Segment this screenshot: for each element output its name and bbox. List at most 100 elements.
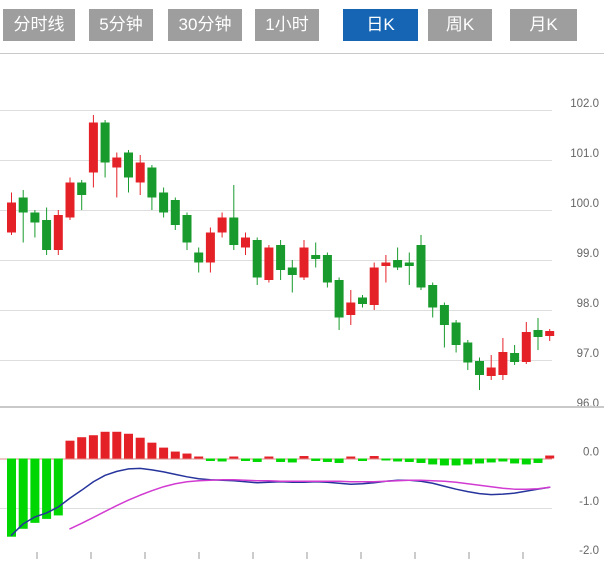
macd-hist-bar [475,458,484,464]
macd-hist-bar [182,453,192,459]
price-axis-label: 98.0 [577,298,599,310]
macd-hist-bar [393,458,403,462]
candle-body [217,217,227,233]
macd-hist-bar [88,435,98,459]
tab-5min[interactable]: 5分钟 [89,9,153,41]
macd-hist-bar [510,458,520,464]
candle-body [381,262,391,266]
candle-body [521,332,531,362]
macd-hist-bar [264,456,274,459]
candle-body [498,352,508,375]
candle-body [334,280,344,318]
macd-hist-bar [252,458,262,462]
macd-hist-bar [287,458,297,463]
macd-hist-bar [334,458,344,463]
candle-body [428,285,438,308]
candle-body [124,152,133,178]
macd-hist-bar [42,458,52,519]
candle-body [18,197,28,213]
macd-hist-bar [18,458,28,529]
candle-body [112,157,122,168]
candle-body [299,247,309,278]
macd-hist-bar [7,458,16,537]
tab-daily-k[interactable]: 日K [343,9,418,41]
macd-hist-bar [159,447,169,459]
price-axis-label: 100.0 [570,198,599,210]
price-axis-label: 99.0 [577,248,599,260]
macd-axis-label: -1.0 [579,496,599,508]
macd-axis-label: -2.0 [579,545,599,557]
candle-body [393,260,403,268]
tab-monthly-k[interactable]: 月K [510,9,577,41]
tab-30min[interactable]: 30分钟 [168,9,242,41]
candle-body [486,367,496,376]
macd-hist-bar [170,451,180,459]
macd-hist-bar [545,455,555,459]
candle-body [252,240,262,278]
candle-body [416,245,426,288]
candle-body [451,322,461,345]
candle-body [229,217,239,245]
candle-body [77,182,87,195]
candle-body [42,220,52,250]
candle-body [100,122,110,163]
tab-weekly-k[interactable]: 周K [428,9,492,41]
macd-hist-bar [205,458,215,461]
tab-1hour[interactable]: 1小时 [255,9,319,41]
macd-hist-bar [124,433,133,459]
candle-body [182,215,192,243]
candle-body [287,267,297,275]
macd-hist-bar [439,458,449,466]
macd-hist-bar [369,456,379,459]
macd-hist-bar [486,458,496,463]
candle-body [510,353,520,362]
price-axis-label: 96.0 [577,398,599,410]
macd-dif-line [10,467,551,536]
candle-body [205,232,215,263]
candle-body [65,182,75,218]
macd-hist-bar [77,437,87,459]
candle-body [463,342,473,363]
period-tabbar: 分时线 5分钟 30分钟 1小时 日K 周K 月K [0,0,604,53]
macd-hist-bar [112,431,122,459]
macd-hist-bar [276,458,286,462]
macd-hist-bar [322,458,332,462]
macd-hist-bar [533,458,543,463]
macd-hist-bar [299,456,309,459]
macd-hist-bar [428,458,438,465]
price-axis-label: 101.0 [570,148,599,160]
candle-body [533,330,543,337]
tab-minute-line[interactable]: 分时线 [3,9,75,41]
macd-hist-bar [311,458,321,461]
macd-hist-bar [147,442,157,459]
candle-body [135,162,145,183]
candle-body [159,192,169,213]
candle-body [358,297,367,304]
candle-body [264,247,274,280]
macd-hist-bar [521,458,531,465]
candle-body [439,305,449,325]
candle-body [322,255,332,283]
macd-hist-bar [381,458,391,461]
candle-body [7,202,16,233]
macd-hist-bar [30,458,40,523]
macd-hist-bar [241,458,250,461]
macd-hist-bar [100,431,110,459]
macd-hist-bar [463,458,473,465]
macd-hist-bar [135,437,145,459]
price-axis-label: 102.0 [570,98,599,110]
candle-body [311,255,321,259]
candle-body [88,122,98,173]
candle-body [276,245,286,270]
candle-body [147,167,157,198]
macd-hist-bar [217,458,227,462]
macd-hist-bar [229,456,239,459]
macd-hist-bar [404,458,414,462]
candle-body [346,302,356,315]
macd-hist-bar [346,456,356,459]
macd-hist-bar [65,440,75,459]
macd-hist-bar [451,458,461,466]
price-axis-label: 97.0 [577,348,599,360]
